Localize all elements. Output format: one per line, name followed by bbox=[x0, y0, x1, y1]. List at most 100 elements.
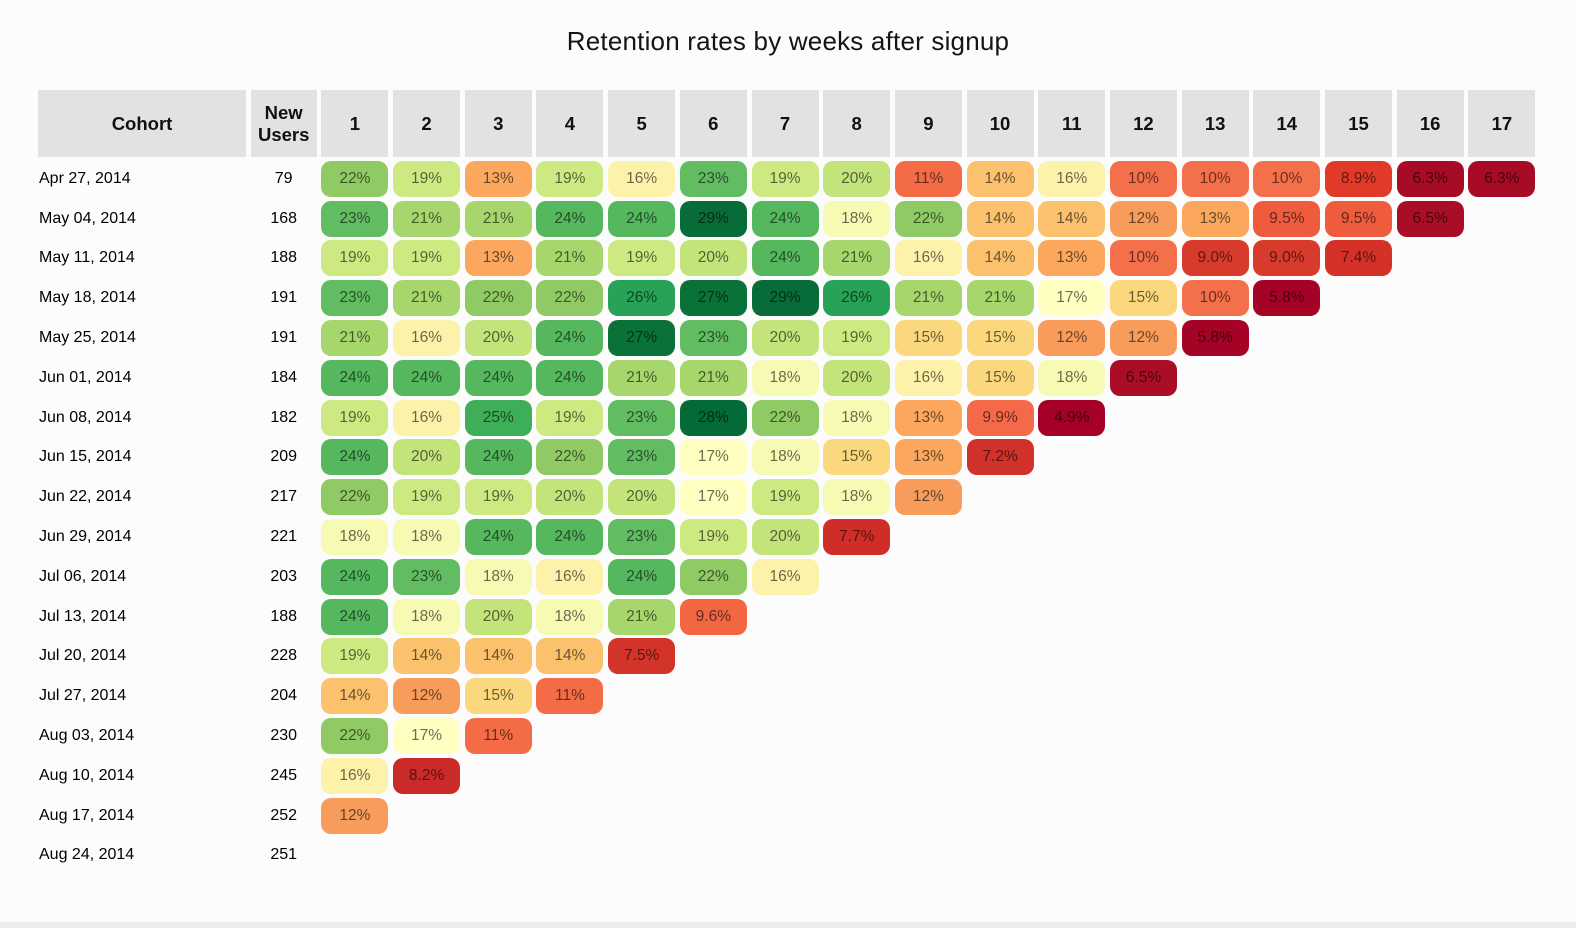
retention-cell: 21% bbox=[679, 359, 747, 396]
retention-cell: 23% bbox=[608, 399, 676, 436]
retention-cell: 14% bbox=[536, 638, 604, 675]
retention-cell: 20% bbox=[464, 598, 532, 635]
row-new-users: 191 bbox=[270, 328, 298, 346]
retention-cell: 24% bbox=[536, 200, 604, 237]
retention-cell: 17% bbox=[679, 439, 747, 476]
row-label-cohort: Aug 10, 2014 bbox=[39, 766, 135, 784]
row-new-users: 230 bbox=[270, 726, 298, 744]
row-new-users: 182 bbox=[270, 408, 298, 426]
retention-cell: 29% bbox=[679, 200, 747, 237]
retention-cell: 21% bbox=[321, 319, 389, 356]
retention-cell: 28% bbox=[679, 399, 747, 436]
retention-cell: 19% bbox=[751, 479, 819, 516]
column-header-cohort: Cohort bbox=[38, 90, 246, 157]
retention-cell: 17% bbox=[679, 479, 747, 516]
retention-cell: 24% bbox=[321, 359, 389, 396]
column-header-week-5: 5 bbox=[608, 90, 676, 157]
row-new-users: 251 bbox=[270, 846, 298, 864]
retention-cell: 20% bbox=[823, 160, 891, 197]
retention-cell: 17% bbox=[1038, 280, 1106, 317]
retention-cell: 21% bbox=[536, 240, 604, 277]
retention-cell: 18% bbox=[823, 200, 891, 237]
retention-cell: 22% bbox=[679, 558, 747, 595]
retention-cell: 18% bbox=[393, 518, 461, 555]
retention-cell: 12% bbox=[321, 797, 389, 834]
retention-cell: 16% bbox=[608, 160, 676, 197]
retention-cell: 14% bbox=[966, 200, 1034, 237]
retention-cell: 24% bbox=[393, 359, 461, 396]
row-new-users: 188 bbox=[270, 607, 298, 625]
retention-cell: 13% bbox=[894, 399, 962, 436]
retention-cell: 18% bbox=[464, 558, 532, 595]
retention-cell: 23% bbox=[679, 160, 747, 197]
retention-cell: 6.3% bbox=[1468, 160, 1536, 197]
retention-cell: 5.8% bbox=[1181, 319, 1249, 356]
retention-cell: 17% bbox=[393, 717, 461, 754]
retention-cell: 27% bbox=[679, 280, 747, 317]
retention-cell: 21% bbox=[393, 280, 461, 317]
retention-cell: 19% bbox=[321, 638, 389, 675]
retention-cell: 19% bbox=[679, 518, 747, 555]
retention-cell: 23% bbox=[608, 518, 676, 555]
retention-cell: 20% bbox=[823, 359, 891, 396]
retention-cell: 22% bbox=[894, 200, 962, 237]
retention-cell: 19% bbox=[393, 240, 461, 277]
row-label-cohort: May 11, 2014 bbox=[39, 249, 135, 267]
column-header-week-15: 15 bbox=[1325, 90, 1392, 157]
retention-cell: 11% bbox=[536, 678, 604, 715]
retention-cell: 23% bbox=[679, 319, 747, 356]
retention-cell: 21% bbox=[464, 200, 532, 237]
retention-cell: 11% bbox=[464, 717, 532, 754]
retention-cell: 8.2% bbox=[393, 757, 461, 794]
retention-cell: 9.6% bbox=[679, 598, 747, 635]
retention-cell: 15% bbox=[966, 319, 1034, 356]
retention-cell: 18% bbox=[823, 479, 891, 516]
row-label-cohort: Aug 03, 2014 bbox=[39, 726, 135, 744]
retention-cell: 10% bbox=[1253, 160, 1321, 197]
row-new-users: 209 bbox=[270, 448, 298, 466]
retention-cell: 24% bbox=[321, 558, 389, 595]
retention-cell: 27% bbox=[608, 319, 676, 356]
column-header-week-11: 11 bbox=[1038, 90, 1106, 157]
retention-cell: 10% bbox=[1109, 160, 1177, 197]
row-new-users: 252 bbox=[270, 806, 298, 824]
retention-cell: 24% bbox=[321, 598, 389, 635]
retention-cell: 24% bbox=[536, 319, 604, 356]
retention-cell: 13% bbox=[464, 160, 532, 197]
retention-cell: 12% bbox=[1109, 200, 1177, 237]
row-label-cohort: Apr 27, 2014 bbox=[39, 169, 131, 187]
row-label-cohort: Jun 22, 2014 bbox=[39, 488, 132, 506]
column-header-week-1: 1 bbox=[321, 90, 389, 157]
retention-cell: 19% bbox=[321, 240, 389, 277]
retention-cell: 24% bbox=[536, 359, 604, 396]
column-header-week-12: 12 bbox=[1109, 90, 1177, 157]
retention-cell: 22% bbox=[321, 717, 389, 754]
row-new-users: 168 bbox=[270, 209, 298, 227]
column-header-week-9: 9 bbox=[894, 90, 962, 157]
retention-cell: 16% bbox=[536, 558, 604, 595]
column-header-week-8: 8 bbox=[823, 90, 891, 157]
retention-cell: 16% bbox=[894, 359, 962, 396]
retention-cell: 19% bbox=[321, 399, 389, 436]
retention-cell: 22% bbox=[536, 280, 604, 317]
row-label-cohort: Jul 20, 2014 bbox=[39, 647, 127, 665]
retention-cell: 24% bbox=[464, 518, 532, 555]
retention-cell: 18% bbox=[1038, 359, 1106, 396]
row-new-users: 228 bbox=[270, 647, 298, 665]
retention-cell: 13% bbox=[1038, 240, 1106, 277]
retention-cell: 12% bbox=[1109, 319, 1177, 356]
retention-cell: 23% bbox=[608, 439, 676, 476]
retention-cell: 24% bbox=[608, 558, 676, 595]
column-header-week-3: 3 bbox=[464, 90, 532, 157]
retention-cell: 20% bbox=[536, 479, 604, 516]
retention-cell: 14% bbox=[464, 638, 532, 675]
retention-cell: 29% bbox=[751, 280, 819, 317]
row-label-cohort: May 04, 2014 bbox=[39, 209, 136, 227]
column-header-week-16: 16 bbox=[1396, 90, 1464, 157]
column-header-week-2: 2 bbox=[393, 90, 461, 157]
retention-cell: 16% bbox=[1038, 160, 1106, 197]
retention-cell: 10% bbox=[1109, 240, 1177, 277]
retention-cell: 14% bbox=[1038, 200, 1106, 237]
retention-cell: 15% bbox=[823, 439, 891, 476]
retention-cell: 24% bbox=[608, 200, 676, 237]
